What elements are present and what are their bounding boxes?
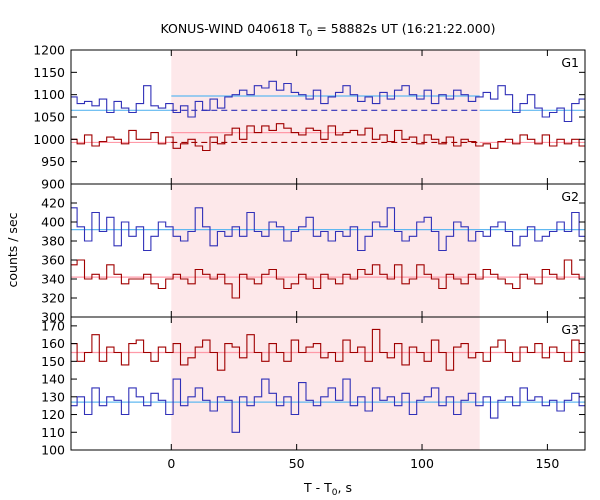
title-suffix: = 58882s UT (16:21:22.000) [312,21,495,36]
panel-name-label: G1 [561,55,579,70]
x-tick-label: 150 [535,456,559,471]
panel-frame [70,316,586,451]
y-tick-label: 160 [41,336,65,351]
x-tick-label: 100 [410,456,434,471]
series-red-line [71,123,585,152]
panel-g3-series [71,328,585,433]
y-tick-label: 140 [41,372,65,387]
y-tick-label: 1150 [33,65,65,80]
x-tick-label: 50 [289,456,305,471]
y-tick-label: 320 [41,291,65,306]
panel-g1-plot-area [71,80,585,152]
y-tick-label: 130 [41,389,65,404]
x-axis-label: T - T0, s [303,480,352,498]
series-blue-line [71,378,585,433]
y-tick-label: 400 [41,215,65,230]
y-axis-label: counts / sec [5,212,20,287]
title-prefix: KONUS-WIND 040618 T [160,21,306,36]
x-tick-label: 0 [167,456,175,471]
y-tick-label: 950 [41,154,65,169]
highlight-interval-band [171,50,480,450]
series-layer [71,80,585,433]
panel-g2-plot-area [71,207,585,299]
panel-g2-series [71,207,585,299]
xlabel-prefix: T - T [303,480,332,495]
title-subscript: 0 [307,29,313,39]
y-tick-label: 360 [41,253,65,268]
y-tick-label: 380 [41,234,65,249]
panel-name-label: G2 [561,189,579,204]
panel-g1-series [71,80,585,152]
y-tick-label: 120 [41,407,65,422]
panel-g3-axes: 100 110 120 130 140 150 160 170 G3 [41,316,586,458]
y-tick-label: 900 [41,177,65,192]
y-tick-label: 150 [41,354,65,369]
chart-title: KONUS-WIND 040618 T0 = 58882s UT (16:21:… [160,21,495,39]
series-red-line [71,328,585,371]
xlabel-subscript: 0 [332,488,338,498]
y-tick-label: 1100 [33,87,65,102]
series-red-line [71,259,585,299]
y-tick-label: 420 [41,196,65,211]
y-tick-label: 1000 [33,132,65,147]
panel-name-label: G3 [561,322,579,337]
y-tick-label: 170 [41,318,65,333]
series-blue-line [71,207,585,252]
y-tick-label: 300 [41,310,65,325]
y-tick-label: 110 [41,425,65,440]
y-tick-label: 1200 [33,43,65,58]
y-tick-label: 1050 [33,110,65,125]
y-tick-label: 340 [41,272,65,287]
panel-g3-plot-area [71,328,585,433]
series-blue-line [71,80,585,123]
xlabel-suffix: , s [338,480,352,495]
y-tick-label: 100 [41,443,65,458]
axes-layer: 90095010001050110011501200G1300320340360… [33,43,586,471]
